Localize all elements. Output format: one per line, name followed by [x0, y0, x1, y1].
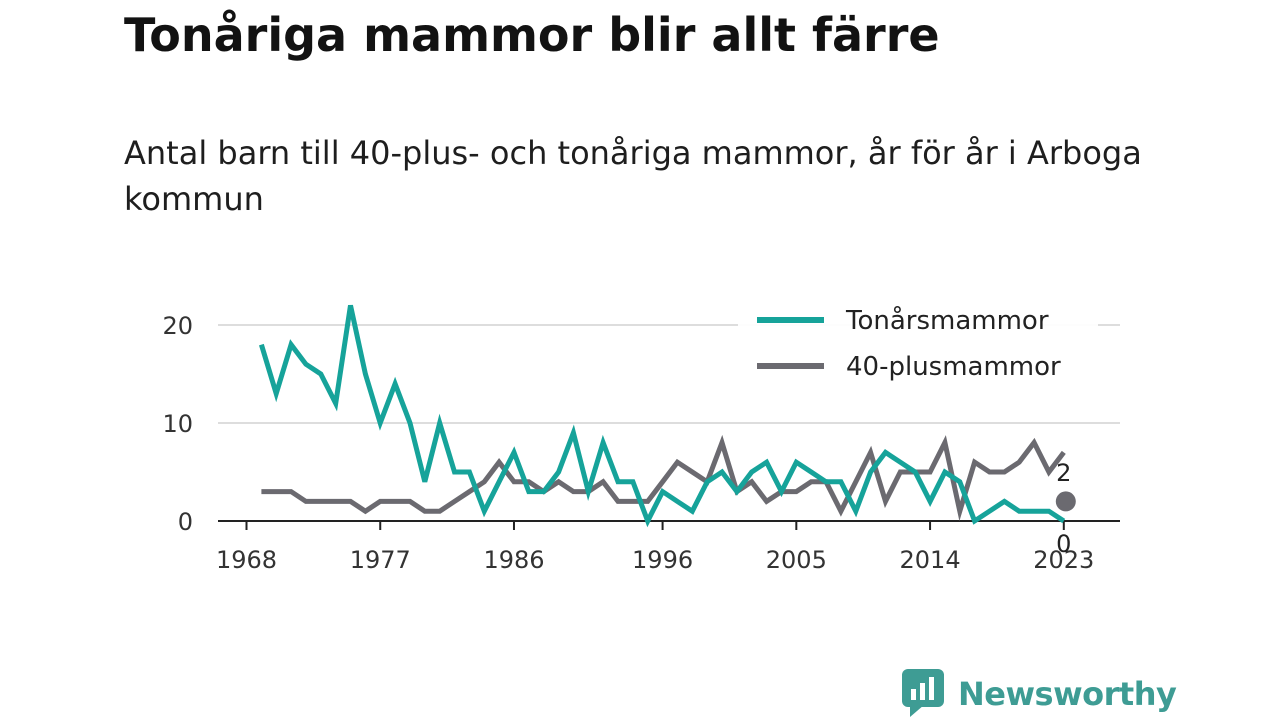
x-tick-label-1996: 1996 [632, 546, 693, 574]
brand-name: Newsworthy [958, 675, 1177, 713]
end-label-tonarsmammor: 0 [1056, 530, 1071, 558]
series-line-40-plusmammor [261, 434, 1066, 522]
legend-background [738, 300, 1098, 390]
y-tick-label-10: 10 [162, 410, 193, 438]
end-marker-40-plusmammor [1055, 491, 1076, 512]
x-tick-label-2014: 2014 [900, 546, 961, 574]
y-tick-label-0: 0 [178, 508, 193, 536]
brand-logo: Newsworthy [902, 668, 1177, 720]
y-axis: 0 10 20 [162, 312, 193, 536]
y-tick-label-20: 20 [162, 312, 193, 340]
legend-label-1: 40-plusmammor [846, 352, 1061, 382]
series-line-tonarsmammor [259, 304, 1066, 528]
chart-title: Tonåriga mammor blir allt färre [124, 8, 940, 62]
legend: Tonårsmammor 40-plusmammor [738, 300, 1098, 390]
legend-label-0: Tonårsmammor [845, 305, 1049, 336]
x-tick-label-1968: 1968 [216, 546, 277, 574]
x-tick-label-1986: 1986 [483, 546, 544, 574]
x-tick-label-2023: 2023 [1033, 546, 1094, 574]
x-tick-label-1977: 1977 [350, 546, 411, 574]
chart-subtitle: Antal barn till 40-plus- och tonåriga ma… [124, 134, 1142, 218]
end-labels: 20 [1056, 459, 1071, 558]
end-label-40-plusmammor: 2 [1056, 459, 1071, 487]
newsworthy-logo-icon [902, 669, 944, 717]
x-tick-label-2005: 2005 [766, 546, 827, 574]
x-tick-labels: 1968 1977 1986 1996 2005 2014 2023 [216, 521, 1094, 574]
series-lines [259, 304, 1076, 528]
